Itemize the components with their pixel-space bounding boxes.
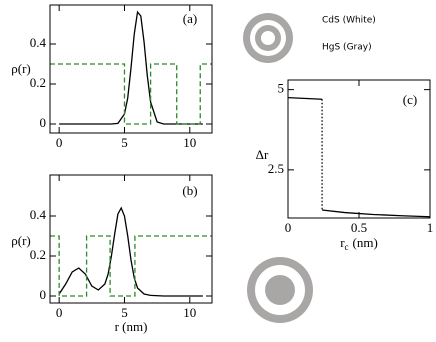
x-axis-label-main: r (nm): [115, 319, 148, 334]
x-tick-label: 10: [183, 135, 196, 150]
y-tick-label: 0: [40, 115, 47, 130]
panel-label: (a): [183, 11, 197, 26]
x-tick-label: 0: [285, 220, 292, 235]
data-line: [50, 235, 212, 297]
shell-diagram-top: [243, 13, 293, 63]
material-label: HgS (Gray): [322, 43, 372, 53]
y-tick-label: 0.2: [30, 75, 46, 90]
data-line: [59, 10, 203, 125]
data-line: [58, 206, 203, 297]
y-tick-label: 0: [40, 287, 47, 302]
x-tick-label: 5: [121, 305, 128, 320]
x-tick-label: 0: [56, 305, 63, 320]
plot-frame: [49, 4, 213, 134]
x-tick-label: 10: [183, 305, 196, 320]
x-axis-label: r (nm): [115, 319, 148, 334]
y-tick-label: 0.4: [30, 35, 47, 50]
data-line: [50, 63, 212, 125]
x-axis-label-unit: (nm): [353, 235, 378, 250]
data-line: [322, 209, 431, 218]
x-tick-label: 1: [427, 220, 434, 235]
data-line: [287, 97, 323, 100]
core: [265, 275, 295, 305]
x-tick-label: 0.5: [351, 220, 367, 235]
y-axis-label: ρ(r): [11, 61, 30, 76]
x-tick-label: 0: [56, 135, 63, 150]
y-axis-label: Δr: [256, 147, 269, 162]
x-tick-label: 5: [121, 135, 128, 150]
material-label: CdS (White): [322, 16, 376, 26]
x-axis-label: rc (nm): [340, 235, 378, 252]
y-tick-label: 5: [278, 81, 285, 96]
plot-frame: [49, 174, 213, 304]
y-tick-label: 0.4: [30, 207, 47, 222]
x-axis-label-main: r: [340, 235, 345, 250]
panel-label: (c): [403, 92, 417, 107]
y-tick-label: 0.2: [30, 247, 46, 262]
x-axis-label-subscript: c: [345, 242, 349, 252]
panel-label: (b): [182, 183, 197, 198]
y-axis-label: ρ(r): [11, 233, 30, 248]
shell-diagram-bottom: [247, 257, 313, 323]
core: [261, 31, 275, 45]
y-tick-label: 2.5: [268, 161, 284, 176]
